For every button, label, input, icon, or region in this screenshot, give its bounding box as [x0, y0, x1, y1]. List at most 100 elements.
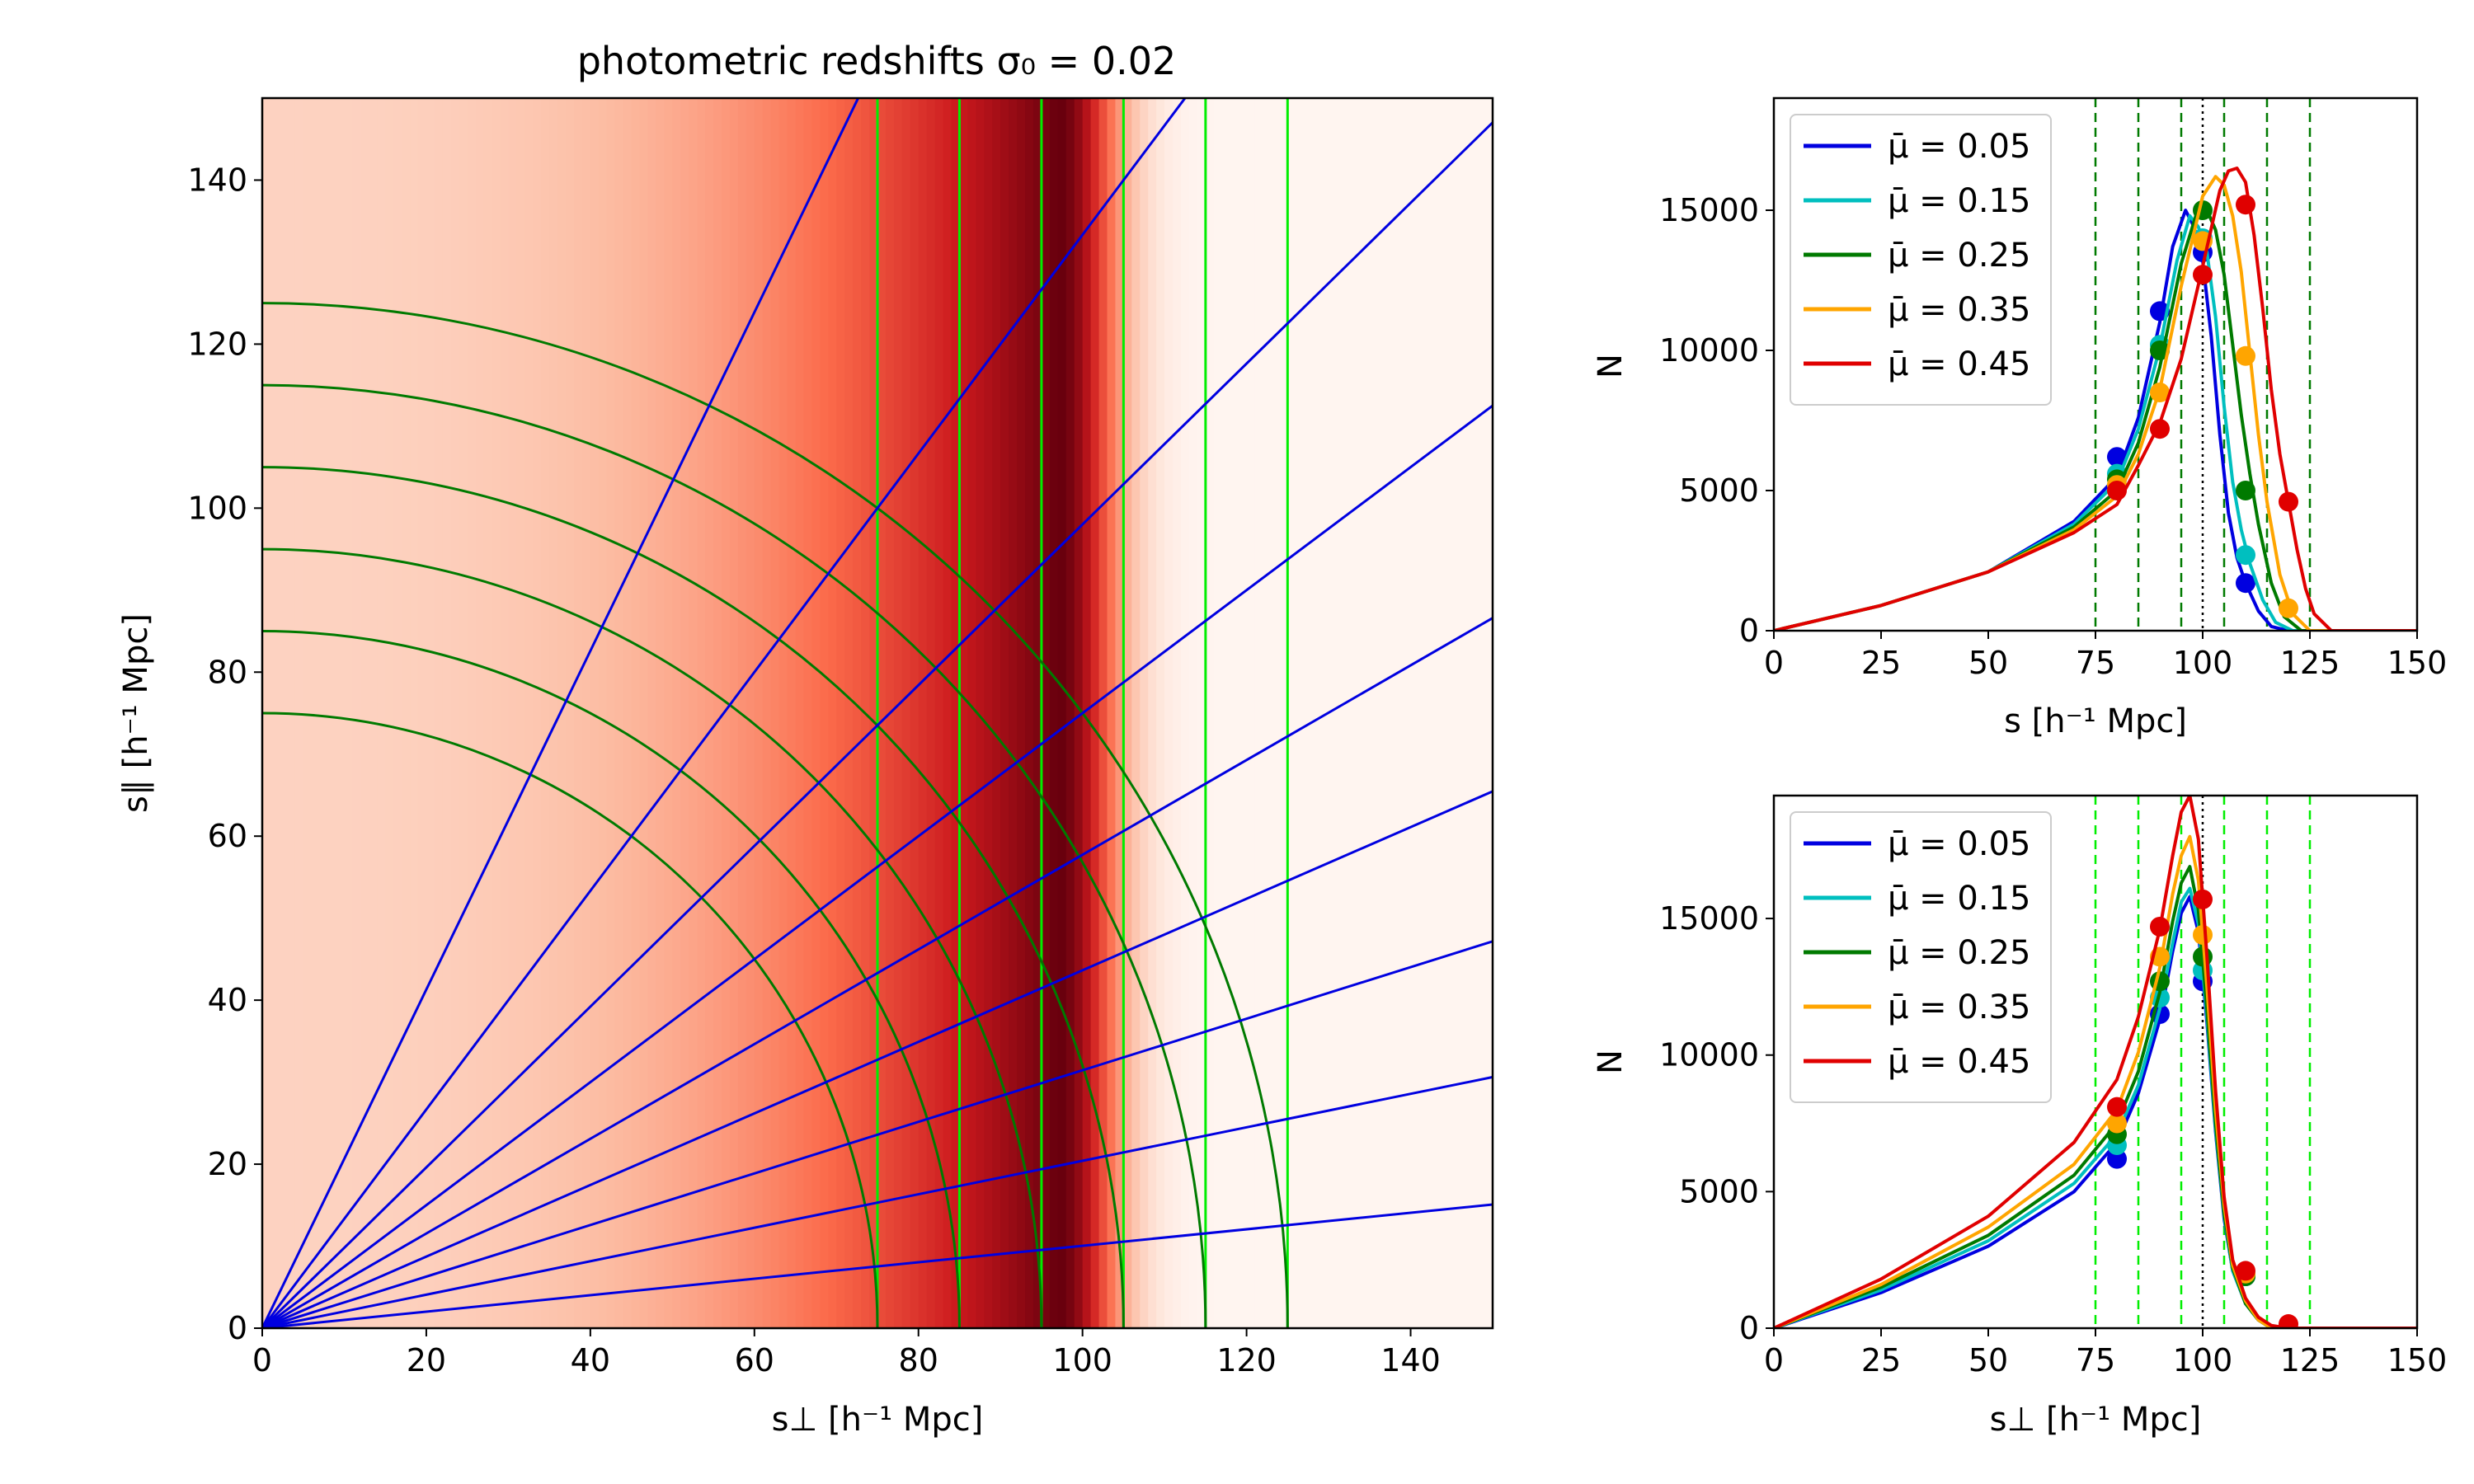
heatmap-cell	[1213, 98, 1223, 1328]
heatmap-cell	[1221, 98, 1231, 1328]
heatmap-cell	[426, 98, 435, 1328]
top-right-legend-label: μ̄ = 0.35	[1888, 291, 2030, 329]
top-right-data-point	[2236, 345, 2255, 366]
heatmap-cell	[1041, 98, 1051, 1328]
top-right-data-point	[2150, 383, 2170, 402]
heatmap-cell	[434, 98, 444, 1328]
heatmap-cell	[492, 98, 501, 1328]
top-right-y-tick-label: 0	[1739, 613, 1759, 649]
top-right-data-point	[2236, 195, 2255, 215]
heatmap-cell	[836, 98, 846, 1328]
heatmap-cell	[1164, 98, 1174, 1328]
bottom-right-legend-label: μ̄ = 0.05	[1888, 825, 2030, 863]
heatmap-cell	[524, 98, 534, 1328]
x-tick-label: 80	[899, 1342, 938, 1378]
heatmap-cell	[606, 98, 616, 1328]
heatmap-cell	[573, 98, 583, 1328]
heatmap-cell	[1476, 98, 1486, 1328]
top-right-xlabel: s [h⁻¹ Mpc]	[2004, 702, 2187, 740]
heatmap-cell	[417, 98, 427, 1328]
heatmap-cell	[901, 98, 911, 1328]
heatmap-cell	[319, 98, 329, 1328]
heatmap-cell	[853, 98, 863, 1328]
bottom-right-y-tick-label: 15000	[1659, 900, 1759, 937]
heatmap-cell	[1205, 98, 1215, 1328]
heatmap-cell	[557, 98, 567, 1328]
top-right-data-point	[2279, 491, 2298, 512]
heatmap-cell	[1279, 98, 1289, 1328]
radial-bin-arc	[262, 302, 1289, 1328]
x-tick-label: 0	[252, 1342, 272, 1378]
bottom-right-ylabel: N	[1592, 1050, 1630, 1074]
heatmap-cell	[450, 98, 460, 1328]
heatmap-cell	[1377, 98, 1387, 1328]
bottom-right-x-tick-label: 0	[1764, 1342, 1784, 1378]
heatmap-cell	[992, 98, 1002, 1328]
y-tick-label: 20	[208, 1146, 247, 1182]
top-right-legend-box	[1790, 114, 2052, 406]
main-title: photometric redshifts σ₀ = 0.02	[577, 39, 1177, 83]
heatmap-cell	[516, 98, 526, 1328]
heatmap-cell	[1344, 98, 1354, 1328]
heatmap-cell	[508, 98, 518, 1328]
heatmap-cell	[1188, 98, 1198, 1328]
heatmap-cell	[1320, 98, 1330, 1328]
heatmap-cell	[1230, 98, 1239, 1328]
top-right-x-tick-label: 125	[2280, 645, 2340, 681]
heatmap-cell	[385, 98, 395, 1328]
heatmap-cell	[1329, 98, 1338, 1328]
radial-bin-arc	[262, 711, 879, 1328]
y-tick-label: 60	[208, 818, 247, 854]
bottom-right-legend-box	[1790, 811, 2052, 1103]
bottom-right-y-tick-label: 5000	[1679, 1173, 1759, 1209]
heatmap-cell	[984, 98, 994, 1328]
bottom-right-series-line	[1774, 796, 2417, 1328]
heatmap-cell	[1402, 98, 1412, 1328]
heatmap-cell	[787, 98, 797, 1328]
heatmap-cell	[1115, 98, 1125, 1328]
y-tick-label: 40	[208, 982, 247, 1018]
heatmap-cell	[1140, 98, 1150, 1328]
top-right-x-tick-label: 100	[2173, 645, 2233, 681]
bottom-right-y-tick-label: 0	[1739, 1310, 1759, 1346]
heatmap-cell	[664, 98, 674, 1328]
mu-bin-ray	[262, 940, 1493, 1328]
bottom-right-data-point	[2193, 924, 2213, 945]
top-right-y-tick-label: 5000	[1679, 472, 1759, 509]
heatmap-cell	[475, 98, 485, 1328]
top-right-data-point	[2193, 265, 2213, 285]
heatmap-cell	[590, 98, 600, 1328]
heatmap-cell	[1009, 98, 1018, 1328]
bottom-right-legend-label: μ̄ = 0.35	[1888, 989, 2030, 1026]
heatmap-cell	[1337, 98, 1346, 1328]
heatmap-cell	[377, 98, 387, 1328]
heatmap-cell	[467, 98, 477, 1328]
heatmap-cell	[959, 98, 969, 1328]
top-right-x-tick-label: 50	[1968, 645, 2008, 681]
radial-bin-arc	[262, 466, 1125, 1328]
x-tick-label: 20	[407, 1342, 446, 1378]
heatmap-cell	[303, 98, 313, 1328]
bottom-right-legend-label: μ̄ = 0.25	[1888, 934, 2030, 972]
heatmap-cell	[442, 98, 452, 1328]
x-tick-label: 60	[735, 1342, 774, 1378]
heatmap-cell	[647, 98, 657, 1328]
bottom-right-x-tick-label: 150	[2387, 1342, 2448, 1378]
mu-bin-ray	[262, 120, 1493, 1328]
top-right-data-point	[2236, 573, 2255, 594]
top-right-legend-label: μ̄ = 0.25	[1888, 237, 2030, 275]
top-right-legend-label: μ̄ = 0.05	[1888, 128, 2030, 166]
heatmap-cell	[1271, 98, 1281, 1328]
heatmap-cell	[327, 98, 337, 1328]
mu-bin-ray	[262, 1203, 1493, 1328]
heatmap-cell	[410, 98, 419, 1328]
top-right-data-point	[2279, 598, 2298, 618]
top-right-data-point	[2236, 545, 2255, 566]
bottom-right-data-point	[2150, 971, 2170, 992]
heatmap-cell	[918, 98, 928, 1328]
y-tick-label: 140	[187, 162, 247, 198]
bottom-right-legend-label: μ̄ = 0.45	[1888, 1043, 2030, 1081]
top-right-series-line	[1774, 205, 2417, 631]
top-right-legend-label: μ̄ = 0.45	[1888, 345, 2030, 383]
heatmap-cell	[1000, 98, 1010, 1328]
